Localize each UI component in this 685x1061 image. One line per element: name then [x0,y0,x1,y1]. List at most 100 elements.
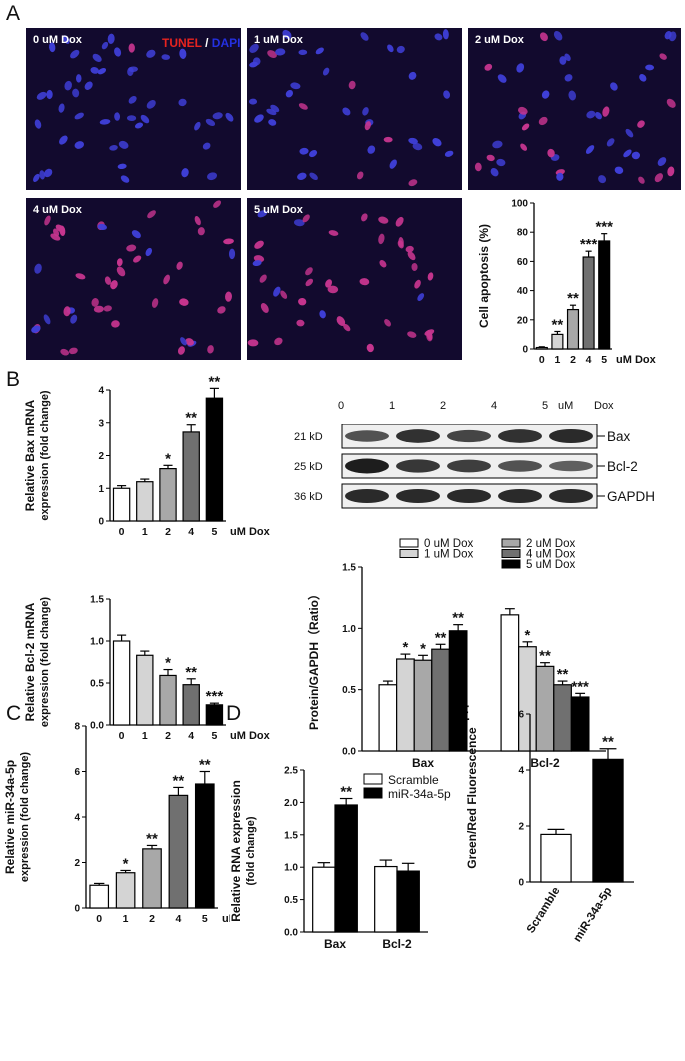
nucleus-mark [177,346,185,355]
nucleus-mark [225,112,234,122]
significance-mark: ** [209,376,221,390]
nucleus-mark [207,172,218,181]
wb-band [345,430,389,442]
x-tick-label: 4 [188,526,194,538]
nucleus-mark [568,90,577,101]
dapi-label: DAPI [211,36,241,50]
nucleus-mark [383,136,393,143]
x-tick-label: 1 [554,354,560,366]
nucleus-mark [36,91,47,100]
nucleus-mark [553,30,563,41]
y-tick-label: 40 [517,286,529,297]
nucleus-mark [606,138,615,147]
wb-lane-unit: uM [558,400,574,412]
nucleus-mark [118,140,129,149]
nucleus-mark [637,120,645,128]
nucleus-mark [213,200,222,208]
panel-letter-a: A [6,2,21,25]
x-tick-label: 2 [570,354,576,366]
x-tick-label: 2 [149,913,155,925]
nucleus-mark [107,33,115,44]
micrograph-label: 5 uM Dox [254,204,303,216]
micrograph-1uM: 1 uM Dox [247,28,462,190]
y-tick-label: 100 [511,199,528,210]
nucleus-mark [486,154,495,162]
stain-legend: TUNEL / DAPI [162,36,240,50]
nuclei-layer [247,210,435,353]
nucleus-mark [50,233,61,241]
nucleus-mark [39,170,45,180]
nucleus-mark [379,260,387,268]
nucleus-mark [299,147,309,155]
nucleus-mark [657,157,667,167]
nucleus-mark [74,141,84,149]
significance-mark: ** [539,648,551,665]
nucleus-mark [366,343,374,353]
nucleus-mark [348,80,356,90]
legend-swatch [501,538,521,548]
x-tick-label: 0 [119,730,125,742]
y-tick-label: 0 [74,904,80,915]
nucleus-mark [397,240,404,249]
nucleus-mark [194,121,201,131]
x-tick-label: 0 [119,526,125,538]
nucleus-mark [128,95,137,104]
bar [112,640,131,726]
significance-mark: * [165,655,171,672]
micrograph-4uM: 4 uM Dox [26,198,241,360]
bar [413,659,433,752]
bar [396,870,420,933]
nucleus-mark [202,142,211,150]
nucleus-mark [667,166,675,177]
wb-band [447,459,491,473]
nucleus-mark [342,107,351,116]
bar [112,487,131,522]
bar [598,240,611,350]
nucleus-mark [178,98,187,107]
nucleus-mark [228,248,236,260]
x-tick-label: 0 [96,913,102,925]
nucleus-mark [541,90,550,99]
nucleus-mark [411,262,418,272]
nucleus-mark [325,279,333,288]
nucleus-mark [280,290,288,299]
y-tick-label: 0.5 [284,895,298,906]
nucleus-mark [492,140,503,149]
nucleus-mark [367,145,376,154]
nucleus-mark [217,306,226,314]
wb-band [396,459,440,473]
nucleus-mark [309,150,318,158]
bar [168,794,189,909]
nucleus-mark [520,143,528,151]
y-tick-label: 0.0 [90,721,104,732]
nucleus-mark [378,216,389,224]
wb-kd-label: 25 kD [294,461,323,473]
wb-band [498,488,542,504]
y-tick-label: 8 [74,722,80,733]
nucleus-mark [179,48,187,59]
nucleus-mark [442,29,449,40]
nucleus-mark [117,163,127,170]
significance-mark: ** [567,290,579,307]
nucleus-mark [63,306,71,317]
nucleus-mark [638,176,645,184]
bar [540,833,572,883]
x-tick-label: Scramble [525,885,563,935]
significance-mark: * [403,639,409,656]
nucleus-mark [427,272,434,281]
nucleus-mark [484,63,493,71]
nucleus-mark [257,210,268,218]
x-tick-label: 5 [202,913,208,925]
legend-separator: / [201,36,212,50]
wb-kd-label: 21 kD [294,431,323,443]
nucleus-mark [134,122,144,129]
nucleus-mark [516,63,525,73]
wb-band [447,429,491,443]
nucleus-mark [443,90,451,99]
nucleus-mark [249,43,259,53]
nucleus-mark [176,261,183,270]
wb-band [498,429,542,443]
x-tick-label: 2 [165,526,171,538]
x-tick-label: 2 [165,730,171,742]
nucleus-mark [252,260,262,267]
